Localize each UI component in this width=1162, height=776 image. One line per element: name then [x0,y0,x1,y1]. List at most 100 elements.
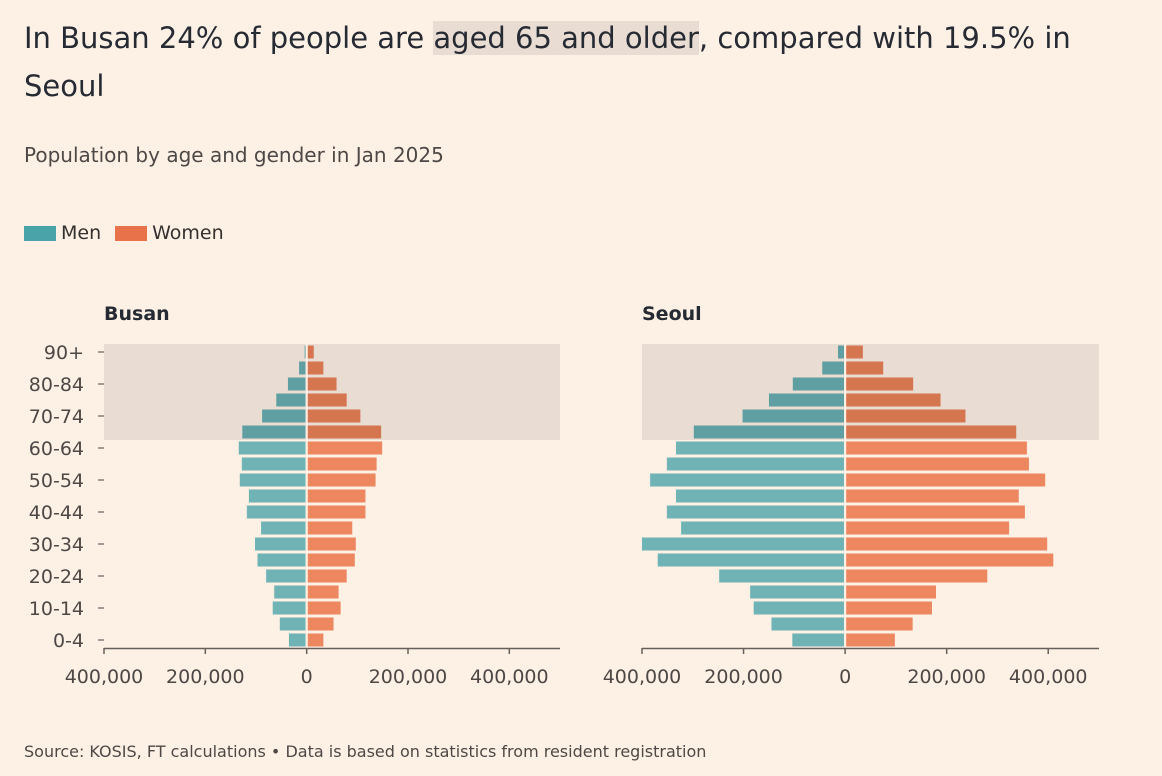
bar-women-busan-80-84 [307,377,337,391]
y-tick-label: 10-14 [29,598,84,620]
bar-women-seoul-30-34 [846,537,1048,551]
bar-women-seoul-35-39 [846,521,1010,535]
bar-women-busan-40-44 [307,505,366,519]
y-tick-label: 80-84 [29,374,84,396]
y-tick-label: 60-64 [29,438,84,460]
pyramid-seoul: Seoul 400,000 200,000 0 200,000 400,000 [603,303,1099,688]
y-tick-label: 50-54 [29,470,84,492]
panel-title-seoul: Seoul [642,303,702,325]
bar-men-seoul-0-4 [792,633,845,647]
bar-women-busan-65-69 [307,425,382,439]
bar-women-busan-50-54 [307,473,376,487]
bar-men-busan-10-14 [272,601,306,615]
bar-women-seoul-25-29 [846,553,1054,567]
legend-item-men: Men [24,222,101,244]
bar-women-busan-55-59 [307,457,377,471]
bar-men-seoul-40-44 [666,505,845,519]
bar-men-busan-40-44 [246,505,306,519]
bar-women-busan-70-74 [307,409,361,423]
bar-women-busan-30-34 [307,537,356,551]
bar-women-busan-0-4 [307,633,324,647]
bar-men-busan-70-74 [262,409,306,423]
bar-women-seoul-10-14 [846,601,932,615]
bar-men-busan-75-79 [276,393,306,407]
bar-men-seoul-20-24 [719,569,845,583]
bar-men-busan-25-29 [257,553,306,567]
bar-men-seoul-5-9 [771,617,845,631]
bar-women-busan-45-49 [307,489,366,503]
bar-men-seoul-70-74 [742,409,845,423]
x-tick-label-busan: 400,000 [470,666,549,688]
bar-men-seoul-10-14 [753,601,845,615]
bar-women-busan-90+ [307,345,314,359]
panel-title-busan: Busan [104,303,170,325]
y-tick-label: 0-4 [53,630,84,652]
legend-swatch-men [24,225,56,241]
bar-men-seoul-85-89 [822,361,845,375]
bar-women-seoul-45-49 [846,489,1019,503]
bar-men-seoul-45-49 [676,489,845,503]
legend-label-women: Women [152,222,224,244]
highlight-band-seoul [642,344,1099,440]
bar-men-busan-90+ [304,345,306,359]
bar-women-busan-15-19 [307,585,339,599]
bar-women-seoul-85-89 [846,361,884,375]
bar-men-busan-80-84 [287,377,306,391]
title-highlight: aged 65 and older [433,21,699,55]
bar-women-busan-60-64 [307,441,383,455]
x-tick-label-seoul: 400,000 [603,666,682,688]
bar-men-seoul-55-59 [666,457,845,471]
bar-women-busan-25-29 [307,553,355,567]
legend: Men Women [24,222,238,244]
legend-label-men: Men [61,222,102,244]
y-tick-label: 90+ [44,342,84,364]
x-tick-label-busan: 0 [301,666,313,688]
bar-men-busan-50-54 [239,473,306,487]
bar-women-seoul-60-64 [846,441,1027,455]
legend-swatch-women [115,225,148,241]
bar-men-busan-60-64 [238,441,306,455]
bar-women-busan-75-79 [307,393,347,407]
y-tick-label: 30-34 [29,534,84,556]
bar-women-seoul-20-24 [846,569,988,583]
bar-women-seoul-70-74 [846,409,966,423]
chart-title: In Busan 24% of people are aged 65 and o… [24,14,1134,110]
bar-men-busan-85-89 [299,361,306,375]
bar-men-seoul-75-79 [768,393,845,407]
source-note: Source: KOSIS, FT calculations • Data is… [24,742,707,761]
bar-women-seoul-0-4 [846,633,895,647]
bar-women-seoul-15-19 [846,585,937,599]
bar-women-busan-20-24 [307,569,347,583]
bar-women-seoul-50-54 [846,473,1046,487]
bar-men-busan-65-69 [242,425,306,439]
bar-women-seoul-75-79 [846,393,941,407]
x-tick-label-seoul: 200,000 [704,666,783,688]
x-tick-label-seoul: 0 [839,666,851,688]
bar-women-seoul-80-84 [846,377,914,391]
y-tick-label: 40-44 [29,502,84,524]
bar-men-seoul-25-29 [657,553,845,567]
y-tick-label: 20-24 [29,566,84,588]
bar-women-busan-85-89 [307,361,324,375]
bar-men-busan-35-39 [261,521,306,535]
title-text-start: In Busan 24% of people are [24,21,434,55]
highlight-band-busan [104,344,560,440]
bar-men-seoul-90+ [838,345,845,359]
bar-men-busan-20-24 [266,569,306,583]
legend-item-women: Women [115,222,224,244]
bar-women-busan-5-9 [307,617,334,631]
bar-men-busan-30-34 [254,537,306,551]
x-tick-label-busan: 400,000 [65,666,144,688]
x-tick-label-busan: 200,000 [369,666,448,688]
title-text-end: , compared with 19.5% in Seoul [24,21,1071,103]
bar-women-seoul-40-44 [846,505,1025,519]
bar-men-busan-0-4 [288,633,306,647]
chart-subtitle: Population by age and gender in Jan 2025 [24,143,444,167]
bar-women-seoul-5-9 [846,617,913,631]
bar-men-seoul-15-19 [750,585,845,599]
y-tick-label: 70-74 [29,406,84,428]
x-tick-label-seoul: 200,000 [907,666,986,688]
bar-men-seoul-35-39 [681,521,845,535]
bar-women-seoul-90+ [846,345,863,359]
bar-women-seoul-65-69 [846,425,1017,439]
